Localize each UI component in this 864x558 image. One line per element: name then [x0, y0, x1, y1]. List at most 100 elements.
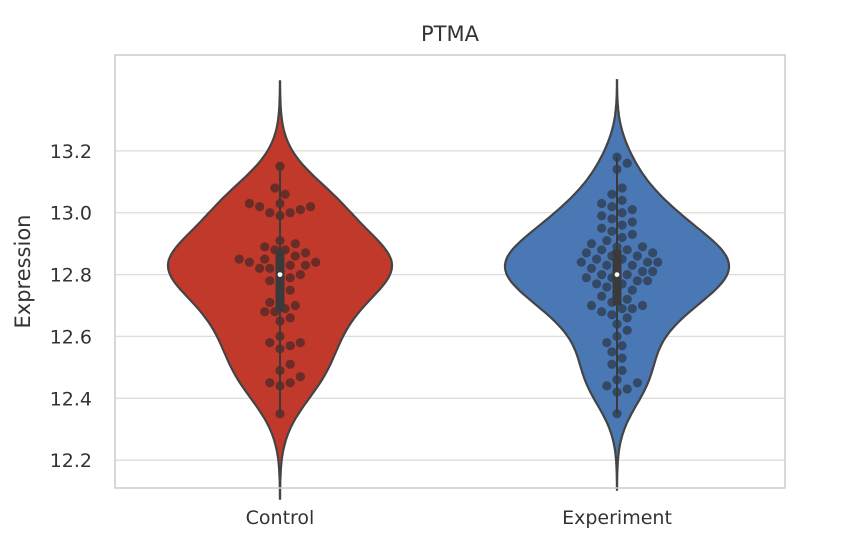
data-point [597, 245, 607, 255]
y-tick-label: 13.2 [50, 141, 92, 163]
data-point [617, 195, 627, 205]
data-point [285, 208, 295, 218]
data-point [617, 183, 627, 193]
data-point [270, 183, 280, 193]
data-point [637, 242, 648, 252]
data-point [300, 248, 311, 258]
data-point [285, 260, 295, 270]
y-tick-label: 12.6 [50, 326, 92, 348]
data-point [622, 158, 632, 168]
data-point [290, 251, 300, 261]
data-point [597, 198, 607, 209]
data-point [285, 378, 295, 388]
data-point [275, 161, 285, 171]
data-point [265, 297, 275, 307]
data-point [285, 359, 295, 369]
data-point [592, 279, 602, 289]
data-point [275, 409, 285, 419]
data-point [586, 300, 597, 311]
y-tick-label: 12.4 [50, 388, 92, 410]
x-tick-labels: Control Experiment [246, 507, 672, 529]
data-point [300, 260, 311, 270]
plot-frame [114, 54, 786, 489]
data-point [265, 338, 275, 348]
data-point [648, 248, 658, 258]
data-point [265, 263, 275, 273]
y-tick-labels: 12.2 12.4 12.6 12.8 13.0 13.2 [50, 141, 92, 472]
data-point [586, 239, 597, 249]
data-point [648, 266, 658, 277]
data-point [632, 276, 643, 286]
data-point [617, 304, 627, 314]
iqr-box [275, 249, 285, 312]
y-axis-label: Expression [11, 215, 35, 329]
data-point [306, 202, 316, 212]
data-point [607, 347, 617, 357]
data-point [265, 378, 275, 388]
data-point [622, 294, 632, 304]
data-point [617, 365, 627, 376]
data-point [597, 211, 607, 221]
data-point [290, 300, 300, 311]
data-point [255, 263, 265, 273]
data-point [627, 217, 637, 227]
data-point [597, 291, 607, 301]
median-marker [614, 272, 620, 277]
data-point [597, 223, 607, 233]
data-point [311, 257, 321, 267]
data-point [612, 409, 622, 419]
y-tick-label: 12.2 [50, 450, 92, 472]
median-marker [277, 272, 283, 277]
data-point [260, 242, 270, 252]
data-point [244, 198, 254, 209]
data-point [643, 257, 653, 267]
data-point [627, 260, 637, 270]
y-tick-label: 12.8 [50, 265, 92, 287]
data-point [637, 266, 648, 277]
data-point [295, 270, 305, 280]
data-point [234, 254, 244, 264]
data-point [643, 276, 653, 286]
data-point [602, 282, 612, 292]
data-point [285, 273, 295, 283]
data-point [244, 257, 254, 267]
data-point [285, 285, 295, 295]
data-point [295, 372, 305, 382]
data-point [260, 254, 270, 264]
data-point [622, 325, 632, 335]
data-point [602, 338, 612, 348]
y-tick-label: 13.0 [50, 203, 92, 225]
data-point [627, 205, 637, 215]
iqr-box [612, 249, 622, 306]
data-point [260, 307, 270, 317]
data-point [622, 313, 632, 323]
data-point [607, 214, 617, 224]
data-point [265, 208, 275, 218]
data-point [255, 202, 265, 212]
data-point [607, 202, 617, 212]
chart-title: PTMA [421, 22, 480, 46]
x-tick-label: Experiment [562, 507, 672, 529]
data-point [602, 381, 612, 391]
data-point [581, 273, 592, 283]
data-point [586, 263, 597, 273]
data-point [627, 304, 637, 314]
data-point [280, 189, 290, 199]
data-point [617, 220, 627, 230]
data-point [632, 251, 643, 261]
data-point [627, 285, 637, 295]
data-point [607, 359, 617, 369]
data-point [265, 276, 275, 286]
data-point [607, 189, 617, 199]
data-point [592, 254, 602, 264]
data-point [617, 341, 627, 351]
inner-boxplots [275, 157, 622, 414]
data-point [576, 257, 586, 267]
data-point [295, 338, 305, 348]
data-point [622, 270, 632, 280]
data-point [285, 313, 295, 323]
data-point [285, 341, 295, 351]
data-point [622, 245, 632, 255]
